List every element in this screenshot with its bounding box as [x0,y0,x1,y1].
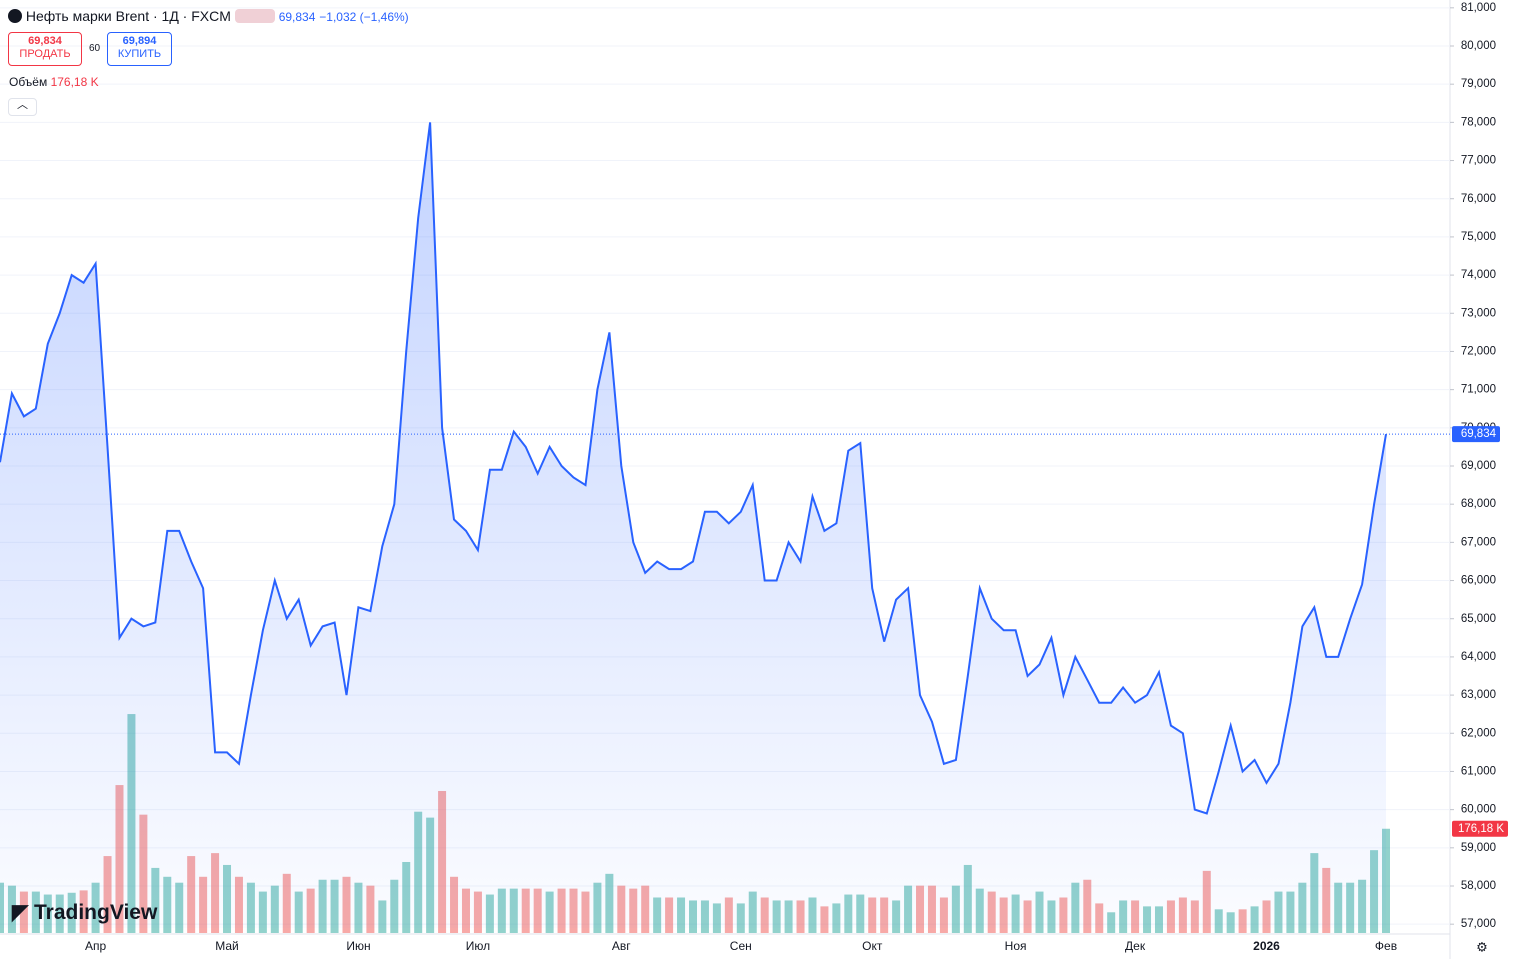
sell-price: 69,834 [28,35,62,47]
y-tick-label: 73,000 [1461,307,1496,319]
x-tick-label: Авг [612,939,631,953]
volume-value: 176,18 K [50,75,99,89]
y-tick-label: 76,000 [1461,193,1496,205]
logo-text: TradingView [33,901,158,924]
y-tick-label: 68,000 [1461,498,1496,510]
y-tick-label: 72,000 [1461,345,1496,357]
spread: 60 [89,43,101,54]
x-tick-label: Дек [1125,939,1146,953]
change: −1,032 (−1,46%) [319,10,409,24]
x-tick-label: Июл [466,939,490,953]
x-tick-label: Ноя [1005,939,1027,953]
y-tick-label: 58,000 [1461,880,1496,892]
y-tick-label: 80,000 [1461,40,1496,52]
y-tick-label: 77,000 [1461,155,1496,167]
area-fill [0,122,1386,928]
x-tick-label: 2026 [1253,939,1280,953]
logo: ◤ TradingView [12,901,158,924]
y-tick-label: 65,000 [1461,613,1496,625]
y-tick-label: 59,000 [1461,842,1496,854]
y-tick-label: 75,000 [1461,231,1496,243]
y-tick-label: 60,000 [1461,804,1496,816]
y-tick-label: 57,000 [1461,918,1496,930]
volume-legend: Объём 176,18 K [9,75,99,89]
y-tick-label: 79,000 [1461,78,1496,90]
buy-label: КУПИТЬ [117,48,162,60]
last-volume-label: 176,18 K [1458,823,1504,835]
sell-label: ПРОДАТЬ [19,48,71,60]
y-tick-label: 81,000 [1461,2,1496,14]
x-tick-label: Май [215,939,239,953]
settings-icon[interactable]: ⚙ [1476,939,1488,954]
y-tick-label: 71,000 [1461,384,1496,396]
x-tick-label: Апр [85,939,107,953]
y-tick-label: 61,000 [1461,765,1496,777]
x-tick-label: Июн [346,939,370,953]
x-tick-label: Фев [1375,939,1397,953]
price-line [0,122,1387,815]
last-price-label: 69,834 [1461,428,1497,440]
y-tick-label: 69,000 [1461,460,1496,472]
y-tick-label: 67,000 [1461,536,1496,548]
collapse-button[interactable]: ︿ [8,98,37,116]
volume-title: Объём [9,75,48,89]
symbol-title: Нефть марки Brent · 1Д · FXCM 69,834 −1,… [8,8,409,24]
last-volume-box [1452,820,1508,837]
symbol: Нефть марки Brent · 1Д · FXCM [25,8,231,24]
buy-button[interactable]: 69,894 КУПИТЬ [107,32,172,66]
y-tick-label: 62,000 [1461,727,1496,739]
y-tick-label: 74,000 [1461,269,1496,281]
sell-button[interactable]: 69,834 ПРОДАТЬ [8,32,82,66]
last-price: 69,834 [278,10,316,24]
y-tick-label: 78,000 [1461,116,1496,128]
x-tick-label: Окт [862,939,883,953]
y-tick-label: 63,000 [1461,689,1496,701]
buy-price: 69,894 [122,35,157,47]
status-pill[interactable] [234,9,275,23]
y-tick-label: 66,000 [1461,575,1496,587]
last-price-box [1452,426,1500,443]
symbol-icon [8,9,22,23]
y-tick-label: 64,000 [1461,651,1496,663]
x-tick-label: Сен [730,939,752,953]
